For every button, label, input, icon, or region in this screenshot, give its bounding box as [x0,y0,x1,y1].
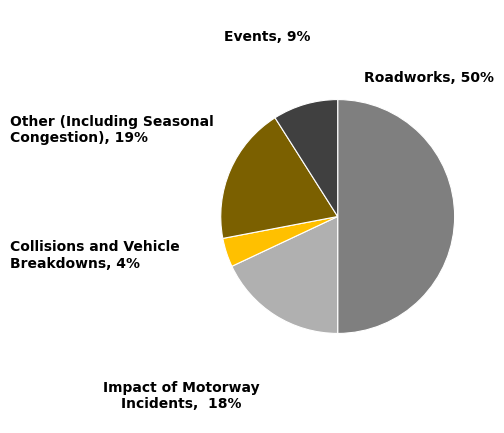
Text: Collisions and Vehicle
Breakdowns, 4%: Collisions and Vehicle Breakdowns, 4% [10,240,180,271]
Text: Other (Including Seasonal
Congestion), 19%: Other (Including Seasonal Congestion), 1… [10,115,214,145]
Wedge shape [232,216,338,333]
Wedge shape [338,100,455,333]
Wedge shape [221,118,338,239]
Text: Events, 9%: Events, 9% [224,30,310,44]
Text: Roadworks, 50%: Roadworks, 50% [364,71,494,85]
Wedge shape [223,216,338,266]
Wedge shape [275,100,338,216]
Text: Impact of Motorway
Incidents,  18%: Impact of Motorway Incidents, 18% [103,381,260,411]
